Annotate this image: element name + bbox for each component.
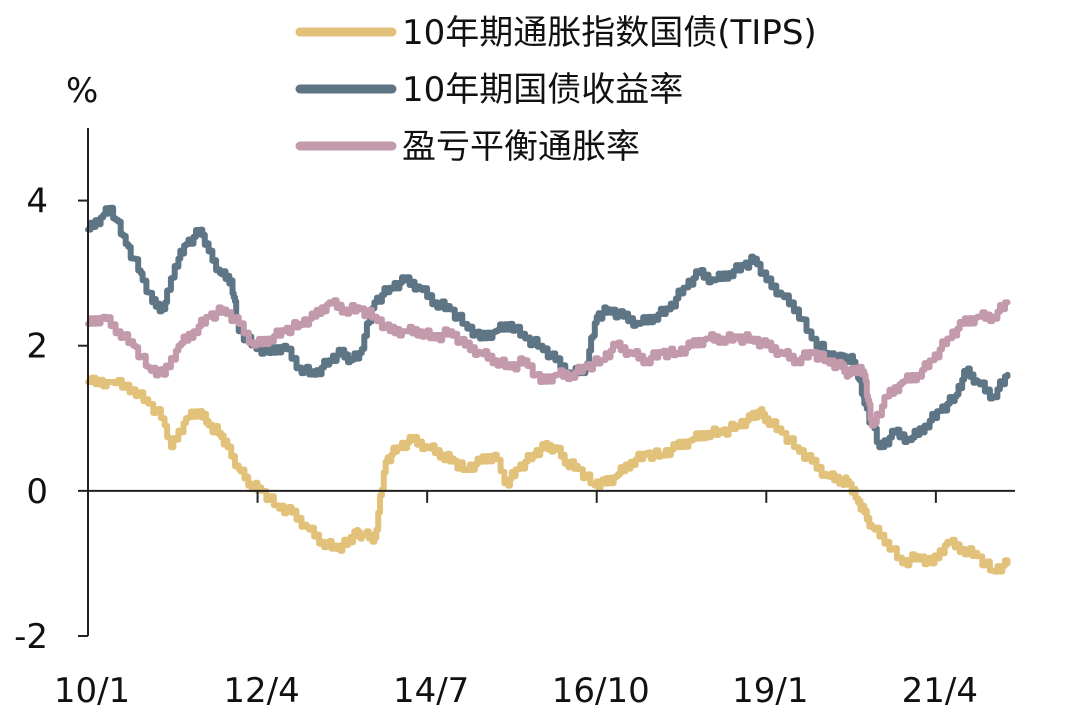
y-tick-label: -2	[14, 617, 48, 657]
y-tick-label: 2	[26, 327, 48, 367]
x-tick-label: 16/10	[552, 671, 650, 711]
series-lines-layer	[85, 204, 1011, 575]
y-tick-label: 0	[26, 472, 48, 512]
series-line-2	[85, 204, 1011, 451]
axes-layer	[87, 128, 1015, 636]
x-tick-label: 14/7	[393, 671, 469, 711]
legend-label: 盈亏平衡通胀率	[402, 127, 640, 167]
x-tick-label: 21/4	[902, 671, 978, 711]
y-tick-label: 4	[26, 182, 48, 222]
y-unit-label: %	[66, 71, 98, 111]
x-tick-label: 12/4	[223, 671, 299, 711]
x-tick-label: 10/1	[54, 671, 130, 711]
legend-label: 10年期国债收益率	[402, 70, 683, 110]
legend-label: 10年期通胀指数国债(TIPS)	[402, 13, 817, 53]
series-line-1	[85, 374, 1011, 575]
ticks-layer: 4 2 0 -210/1 12/4 14/7 16/10 19/1 21/4	[14, 182, 978, 711]
series-line-3	[85, 297, 1011, 429]
x-tick-label: 19/1	[732, 671, 808, 711]
